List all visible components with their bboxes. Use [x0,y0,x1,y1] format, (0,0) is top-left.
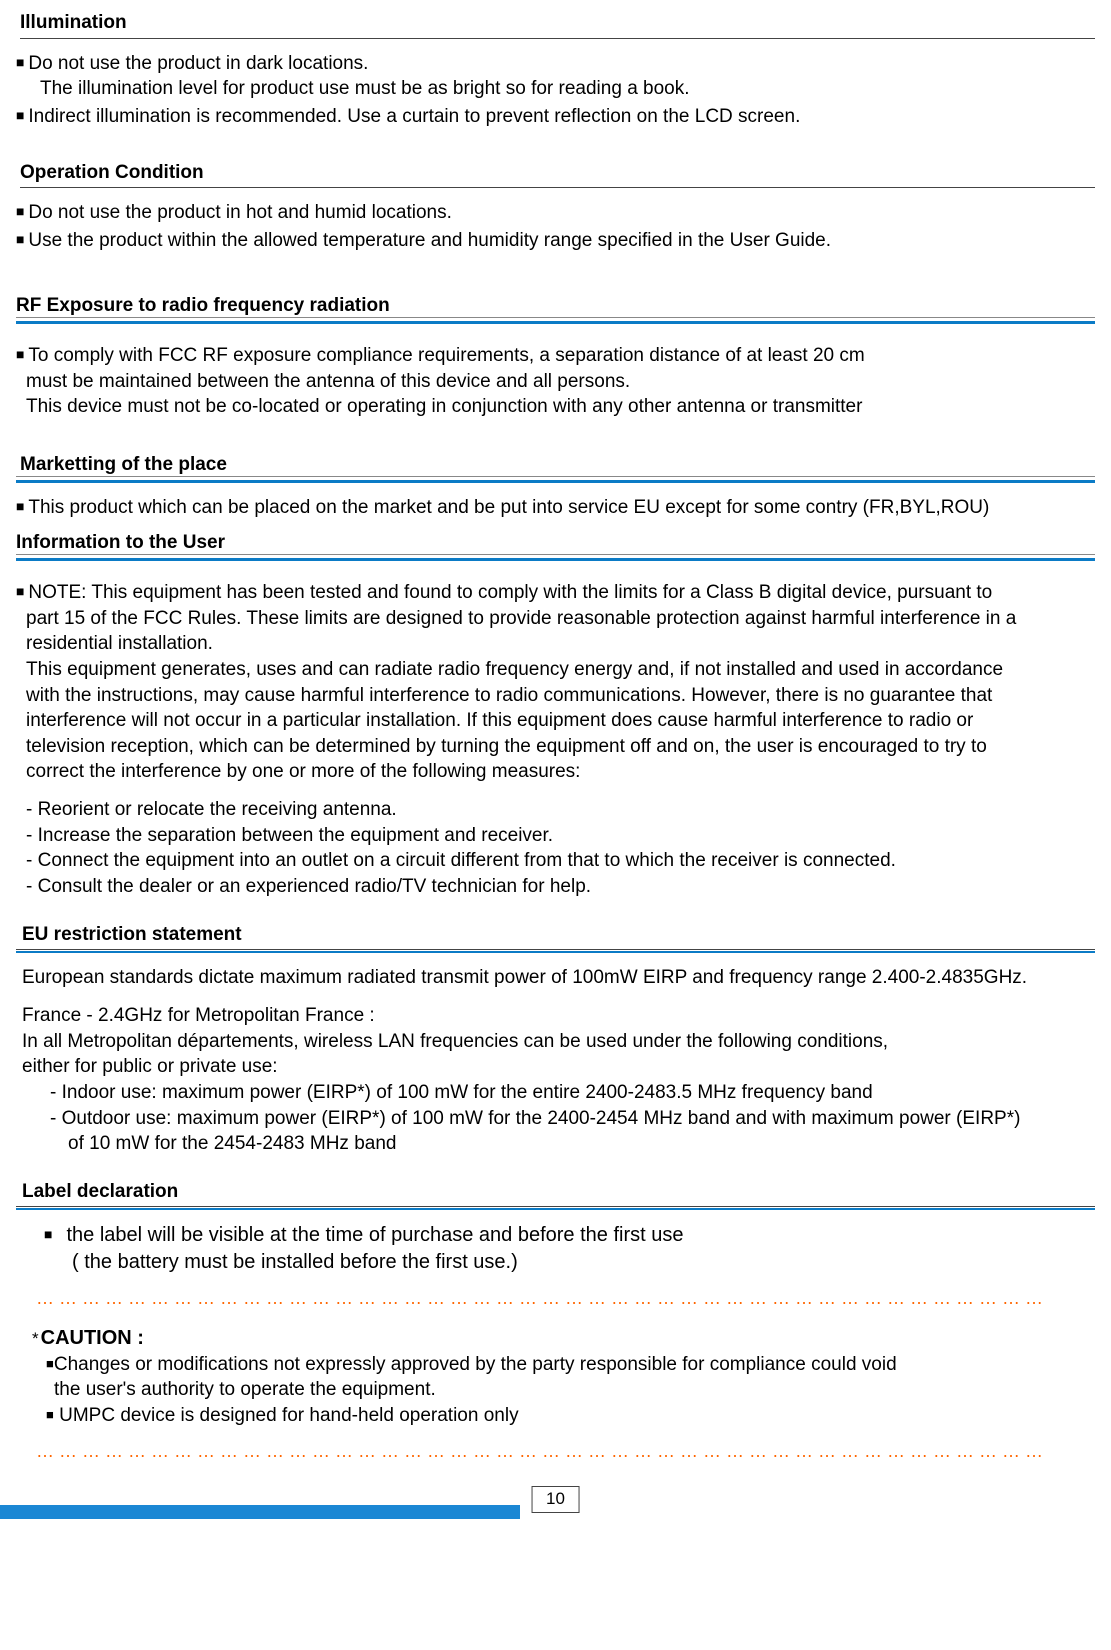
illum-bullet-1-sub: The illumination level for product use m… [16,76,1095,102]
illum-bullet-2: Indirect illumination is recommended. Us… [16,104,1095,130]
eu-i2b: of 10 mW for the 2454-2483 MHz band [16,1131,1095,1157]
op-bullet-2: Use the product within the allowed tempe… [16,228,1095,254]
info-p4: with the instructions, may cause harmful… [16,683,1095,709]
caution-b1: Changes or modifications not expressly a… [16,1352,1095,1378]
info-p3: This equipment generates, uses and can r… [16,657,1095,683]
info-d1: - Reorient or relocate the receiving ant… [16,797,1095,823]
footer-blue-bar [0,1505,520,1519]
caution-b2: UMPC device is designed for hand-held op… [16,1403,1095,1429]
rf-line-2: must be maintained between the antenna o… [16,369,1095,395]
heading-label: Label declaration [16,1179,1095,1208]
info-p5: interference will not occur in a particu… [16,708,1095,734]
info-bullet-1: NOTE: This equipment has been tested and… [16,580,1095,606]
rule-marketing [16,480,1095,483]
info-d2: - Increase the separation between the eq… [16,823,1095,849]
eu-p3: In all Metropolitan départements, wirele… [16,1029,1095,1055]
heading-operation: Operation Condition [20,160,1095,189]
caution-heading-text: CAUTION : [41,1327,144,1349]
info-d3: - Connect the equipment into an outlet o… [16,848,1095,874]
info-p1: part 15 of the FCC Rules. These limits a… [16,606,1095,632]
rf-bullet-1: To comply with FCC RF exposure complianc… [16,343,1095,369]
page-number: 10 [531,1486,580,1513]
eu-p1: European standards dictate maximum radia… [16,965,1095,991]
op-bullet-1: Do not use the product in hot and humid … [16,200,1095,226]
dotted-rule-2: …………………………………………………………………………………………………………… [16,1439,1095,1463]
rule-info-user [16,558,1095,561]
eu-i1: - Indoor use: maximum power (EIRP*) of 1… [16,1080,1095,1106]
heading-eu: EU restriction statement [16,922,1095,951]
info-p6: television reception, which can be deter… [16,734,1095,760]
eu-p4: either for public or private use: [16,1054,1095,1080]
dotted-rule-1: …………………………………………………………………………………………………………… [16,1286,1095,1310]
info-d4: - Consult the dealer or an experienced r… [16,874,1095,900]
rule-rf [16,321,1095,324]
label-bullet-1: the label will be visible at the time of… [16,1222,1095,1249]
caution-b1-sub: the user's authority to operate the equi… [16,1377,1095,1403]
rf-line-3: This device must not be co-located or op… [16,394,1095,420]
info-p7: correct the interference by one or more … [16,759,1095,785]
marketing-bullet-1: This product which can be placed on the … [16,495,1095,521]
eu-i2: - Outdoor use: maximum power (EIRP*) of … [16,1106,1095,1132]
caution-heading: *CAUTION : [16,1325,1095,1352]
heading-illumination: Illumination [20,10,1095,39]
page-footer: 10 [16,1479,1095,1519]
illum-bullet-1: Do not use the product in dark locations… [16,51,1095,77]
info-p2: residential installation. [16,631,1095,657]
caution-star: * [32,1329,39,1348]
eu-p2: France - 2.4GHz for Metropolitan France … [16,1003,1095,1029]
label-bullet-1-sub: ( the battery must be installed before t… [16,1249,1095,1276]
